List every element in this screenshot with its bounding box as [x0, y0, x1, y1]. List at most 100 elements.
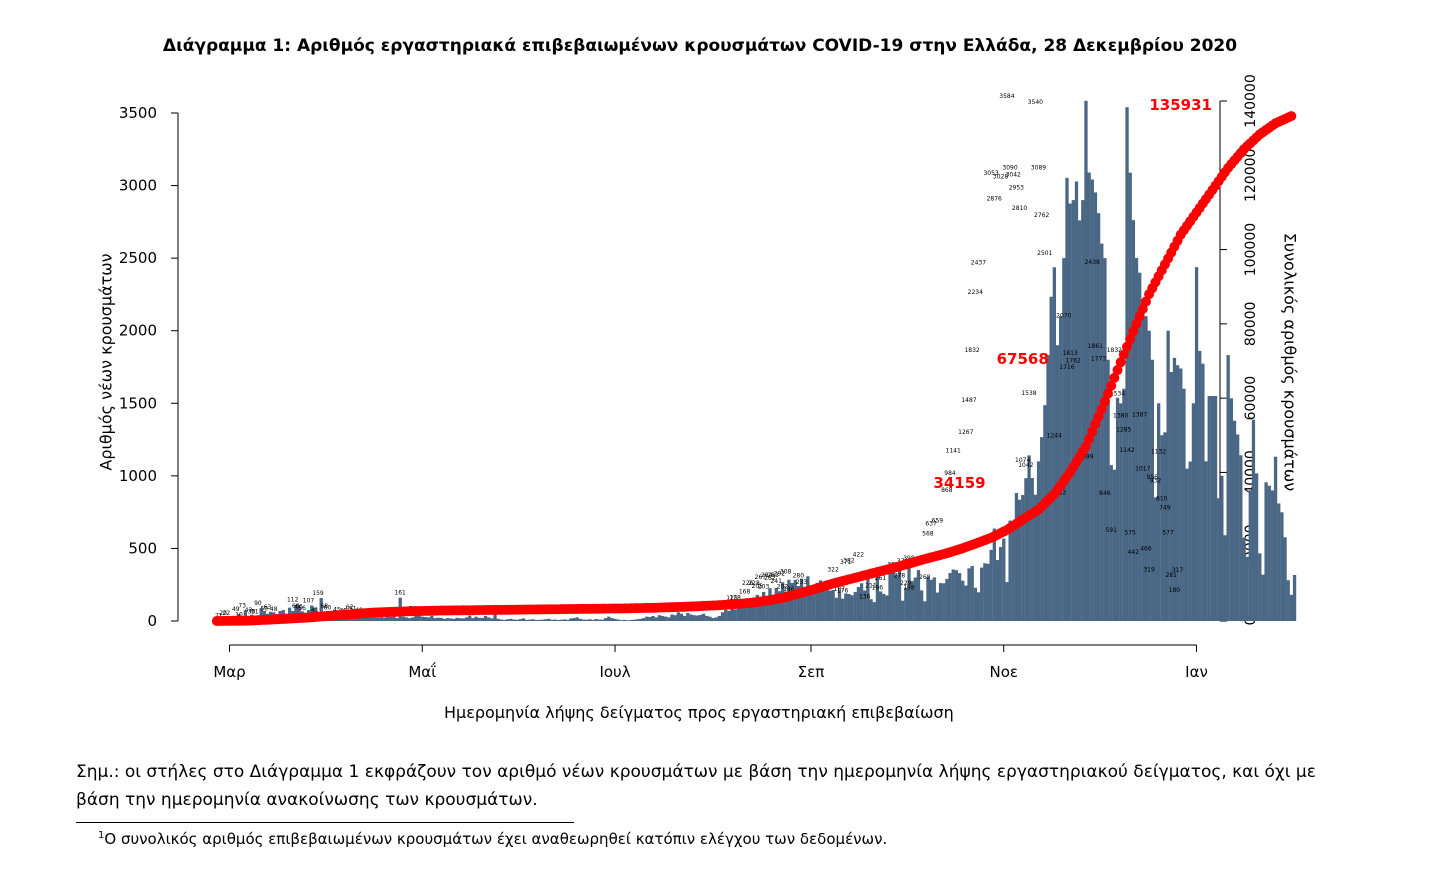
bar — [825, 587, 829, 621]
bar — [894, 574, 899, 621]
cumulative-annotation: 135931 — [1149, 96, 1212, 114]
bar — [509, 618, 513, 621]
bar — [408, 618, 412, 621]
bar — [562, 619, 567, 621]
bar-value-label: 3090 — [1002, 165, 1017, 172]
bar — [752, 602, 756, 621]
bar — [790, 582, 794, 621]
cumulative-point — [1125, 334, 1136, 345]
bar — [1207, 396, 1211, 621]
bar — [951, 569, 955, 621]
bar-value-label: 1773 — [1091, 356, 1106, 363]
bar — [1289, 594, 1294, 621]
bar-value-label: 846 — [1099, 490, 1111, 497]
bar-value-label: 226 — [742, 580, 754, 587]
bar — [578, 618, 582, 621]
bar — [1191, 403, 1196, 621]
bar-value-label: 2953 — [1009, 184, 1024, 191]
bar-value-label: 3053 — [983, 170, 998, 177]
bars — [215, 100, 1297, 622]
bar — [1021, 495, 1025, 621]
bar — [1065, 177, 1069, 621]
bar-value-label: 1285 — [1116, 426, 1131, 433]
bar — [455, 617, 459, 621]
bar — [427, 617, 431, 621]
bar — [1030, 478, 1034, 621]
bar — [1157, 403, 1161, 621]
bar — [537, 619, 541, 621]
bar-value-label: 1380 — [1113, 413, 1128, 420]
bar — [1081, 200, 1085, 621]
bar — [926, 577, 930, 621]
bar — [515, 619, 519, 621]
y-tick-label-left: 1500 — [119, 394, 157, 412]
bar — [1210, 396, 1215, 621]
bar — [1248, 490, 1252, 621]
bar — [452, 618, 456, 621]
bar-value-label: 984 — [944, 470, 956, 477]
bar-value-label: 2876 — [987, 196, 1002, 203]
bar — [1283, 537, 1287, 621]
bar-value-label: 659 — [932, 517, 944, 524]
bar — [569, 618, 573, 621]
bar-value-label: 568 — [922, 531, 934, 538]
bar-value-label: 278 — [894, 573, 906, 580]
bar — [556, 619, 560, 621]
cumulative-point — [1115, 357, 1126, 368]
bar-value-label: 1832 — [964, 347, 979, 354]
bar-value-label: 241 — [770, 578, 782, 585]
cumulative-point — [1103, 388, 1114, 399]
bar-value-label: 187 — [834, 586, 846, 593]
bar — [986, 563, 990, 621]
bar — [1087, 172, 1091, 621]
bar — [796, 586, 801, 621]
bar — [664, 616, 668, 621]
x-tick-label: Μαρ — [213, 663, 245, 681]
bar-value-label: 1267 — [958, 429, 973, 436]
bar — [828, 590, 832, 621]
bar — [692, 615, 696, 621]
bar — [1078, 220, 1082, 621]
bar — [992, 528, 996, 621]
bar — [942, 583, 946, 621]
bar — [480, 617, 485, 621]
bar — [724, 609, 728, 621]
bar — [430, 615, 434, 621]
bar-value-label: 202 — [777, 584, 789, 591]
bar — [449, 618, 453, 621]
bar — [1049, 296, 1053, 621]
bar — [1220, 475, 1224, 621]
bar — [727, 610, 731, 621]
bar — [477, 617, 481, 621]
bar — [616, 619, 620, 621]
bar-value-label: 198 — [903, 584, 915, 591]
bar — [540, 619, 545, 621]
bar — [594, 618, 598, 621]
y-tick-label-right: 120000 — [1243, 149, 1259, 202]
bar — [1062, 258, 1066, 621]
bar — [566, 619, 570, 621]
bar-value-label: 1832 — [1107, 347, 1122, 354]
bar-value-label: 205 — [752, 583, 764, 590]
bar-value-label: 10 — [235, 612, 243, 619]
bar — [654, 617, 658, 621]
bar — [1258, 553, 1262, 621]
footnote-marker: 1 — [98, 830, 105, 841]
bar — [1131, 220, 1136, 621]
bar — [667, 617, 671, 621]
bar — [1033, 494, 1038, 621]
bar — [600, 619, 605, 621]
bar — [954, 570, 959, 621]
bar-value-label: 281 — [1165, 572, 1177, 579]
bar — [929, 579, 933, 621]
bar-value-label: 159 — [312, 590, 324, 597]
bar — [1119, 403, 1123, 621]
bar — [468, 615, 472, 621]
bar-value-label: 749 — [1159, 504, 1171, 511]
bar-value-label: 466 — [1140, 545, 1152, 552]
bar — [588, 619, 592, 621]
bar-value-label: 56 — [298, 605, 306, 612]
bar-value-label: 186 — [783, 586, 795, 593]
bar-value-label: 268 — [919, 574, 931, 581]
